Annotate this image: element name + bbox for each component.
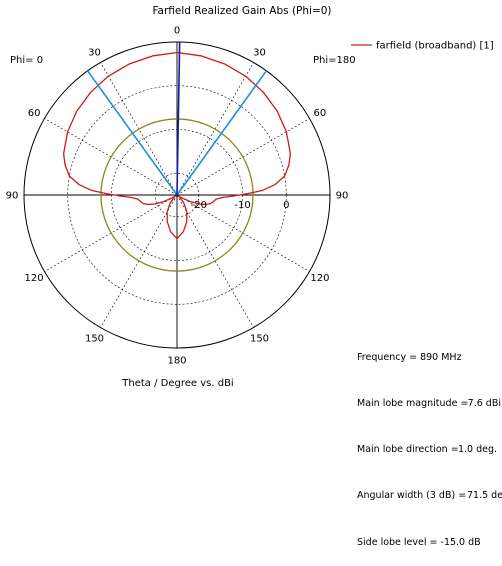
legend-entry: farfield (broadband) [1] [376, 41, 494, 52]
info-label: Frequency = 890 MHz [357, 351, 462, 363]
angle-tick-label: 90 [6, 191, 19, 202]
angle-tick-label: 0 [174, 26, 180, 37]
info-label: Main lobe magnitude = [357, 398, 472, 410]
label-layer: 0 30 60 90 120 150 180 150 120 90 60 30 -20 -10 0 [6, 26, 349, 367]
angle-tick-label: 120 [25, 273, 44, 284]
main-lobe-line [176, 42, 181, 196]
beamwidth-line [86, 70, 178, 196]
radial-tick-label: 0 [283, 200, 289, 211]
info-label: Main lobe direction = [357, 444, 462, 456]
series-layer [62, 51, 292, 240]
info-side-lobe-level: Side lobe level = -15.0 dB [357, 535, 502, 550]
side-lobe-circle [100, 118, 254, 272]
side-lobe-level-circle [100, 118, 254, 272]
angle-tick-label: 60 [28, 108, 41, 119]
angle-tick-label: 150 [85, 333, 104, 344]
marker-layer [86, 42, 268, 196]
angle-tick-label: 60 [314, 108, 327, 119]
radial-tick-label: -10 [234, 200, 250, 211]
beamwidth-line [176, 70, 268, 196]
info-main-lobe-direction: Main lobe direction = 1.0 deg. [357, 442, 502, 457]
radial-tick-label: -20 [191, 200, 207, 211]
x-axis-label: Theta / Degree vs. dBi [121, 378, 233, 389]
polar-plot: 0 30 60 90 120 150 180 150 120 90 60 30 -20 -10 0 Farf… [6, 5, 494, 389]
angle-tick-label: 150 [250, 333, 269, 344]
chart-title: Farfield Realized Gain Abs (Phi=0) [152, 5, 331, 17]
info-value: 7.6 dBi [467, 398, 501, 410]
angle-tick-label: 120 [310, 273, 329, 284]
angle-tick-label: 30 [88, 48, 101, 59]
info-label: Angular width (3 dB) = [357, 490, 470, 502]
phi-left-label: Phi= 0 [10, 55, 43, 66]
legend: farfield (broadband) [1] [351, 41, 494, 52]
info-label: Side lobe level = [357, 536, 441, 548]
info-main-lobe-magnitude: Main lobe magnitude = 7.6 dBi [357, 396, 502, 411]
info-frequency: Frequency = 890 MHz [357, 350, 502, 365]
info-value: 71.5 deg. [467, 490, 502, 502]
angle-tick-label: 180 [167, 356, 186, 367]
gain-pattern-curve [62, 51, 292, 240]
info-value: 1.0 deg. [457, 444, 497, 456]
phi-right-label: Phi=180 [313, 55, 356, 66]
angle-tick-label: 90 [336, 191, 349, 202]
info-panel: Frequency = 890 MHz Main lobe magnitude … [357, 319, 502, 566]
info-value: -15.0 dB [440, 536, 481, 548]
info-angular-width: Angular width (3 dB) = 71.5 deg. [357, 488, 502, 503]
angle-tick-label: 30 [253, 48, 266, 59]
